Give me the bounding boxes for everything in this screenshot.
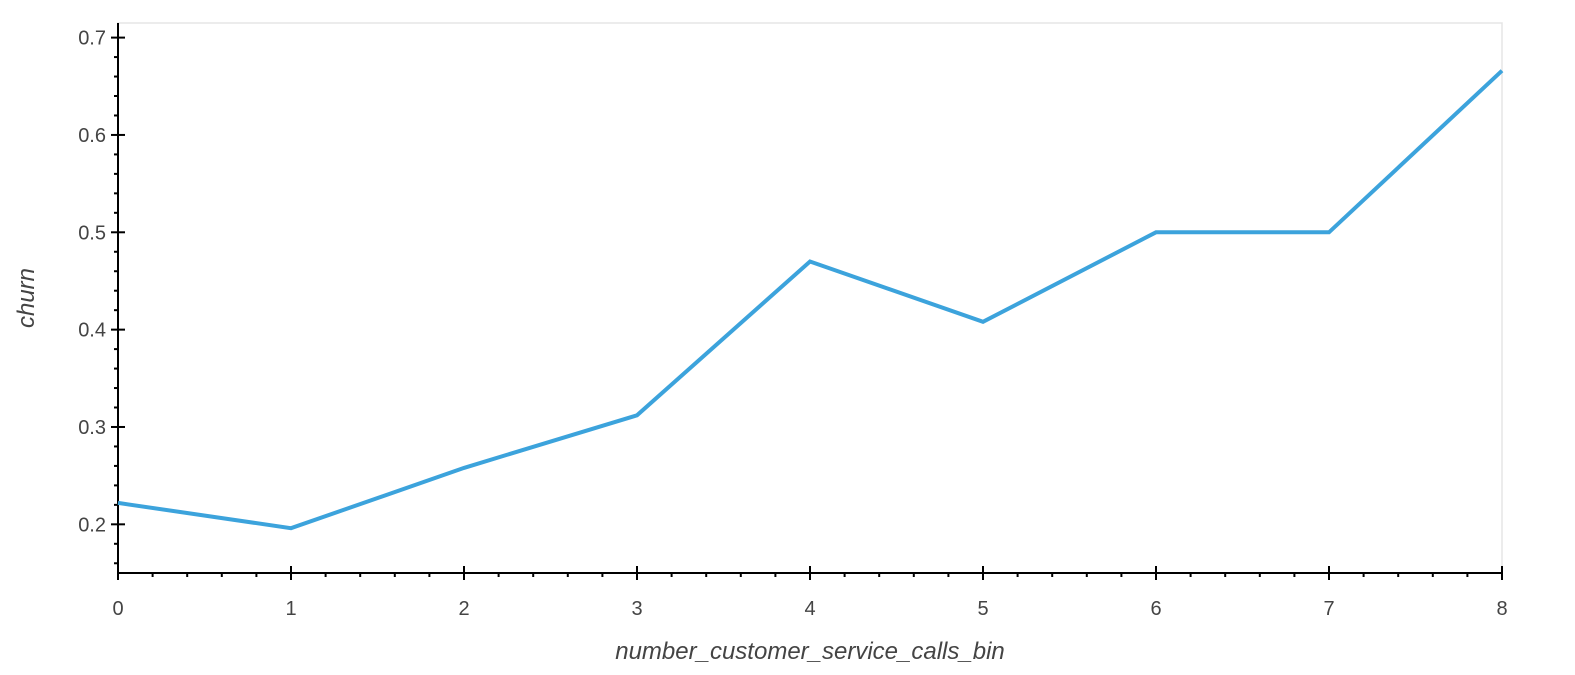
y-tick-label: 0.3 bbox=[78, 417, 106, 439]
y-tick-label: 0.5 bbox=[78, 222, 106, 244]
x-tick-label: 4 bbox=[804, 598, 815, 620]
x-axis: 0 1 2 3 4 5 6 7 8 bbox=[112, 566, 1508, 620]
series-line bbox=[117, 69, 1504, 531]
y-tick-label: 0.2 bbox=[78, 514, 106, 536]
y-axis: 0.2 0.3 0.4 0.5 0.6 0.7 bbox=[78, 23, 125, 573]
x-tick-label: 8 bbox=[1496, 598, 1507, 620]
x-axis-title: number_customer_service_calls_bin bbox=[615, 638, 1005, 665]
x-tick-label: 2 bbox=[458, 598, 469, 620]
plot-frame bbox=[117, 22, 1503, 574]
x-tick-label: 7 bbox=[1323, 598, 1334, 620]
x-tick-label: 5 bbox=[977, 598, 988, 620]
x-tick-label: 6 bbox=[1150, 598, 1161, 620]
x-tick-label: 1 bbox=[285, 598, 296, 620]
y-tick-label: 0.6 bbox=[78, 125, 106, 147]
y-tick-label: 0.7 bbox=[78, 28, 106, 50]
series-layer bbox=[117, 69, 1504, 531]
x-tick-label: 3 bbox=[631, 598, 642, 620]
y-axis-title: churn bbox=[13, 268, 40, 328]
x-tick-label: 0 bbox=[112, 598, 123, 620]
y-tick-label: 0.4 bbox=[78, 320, 106, 342]
